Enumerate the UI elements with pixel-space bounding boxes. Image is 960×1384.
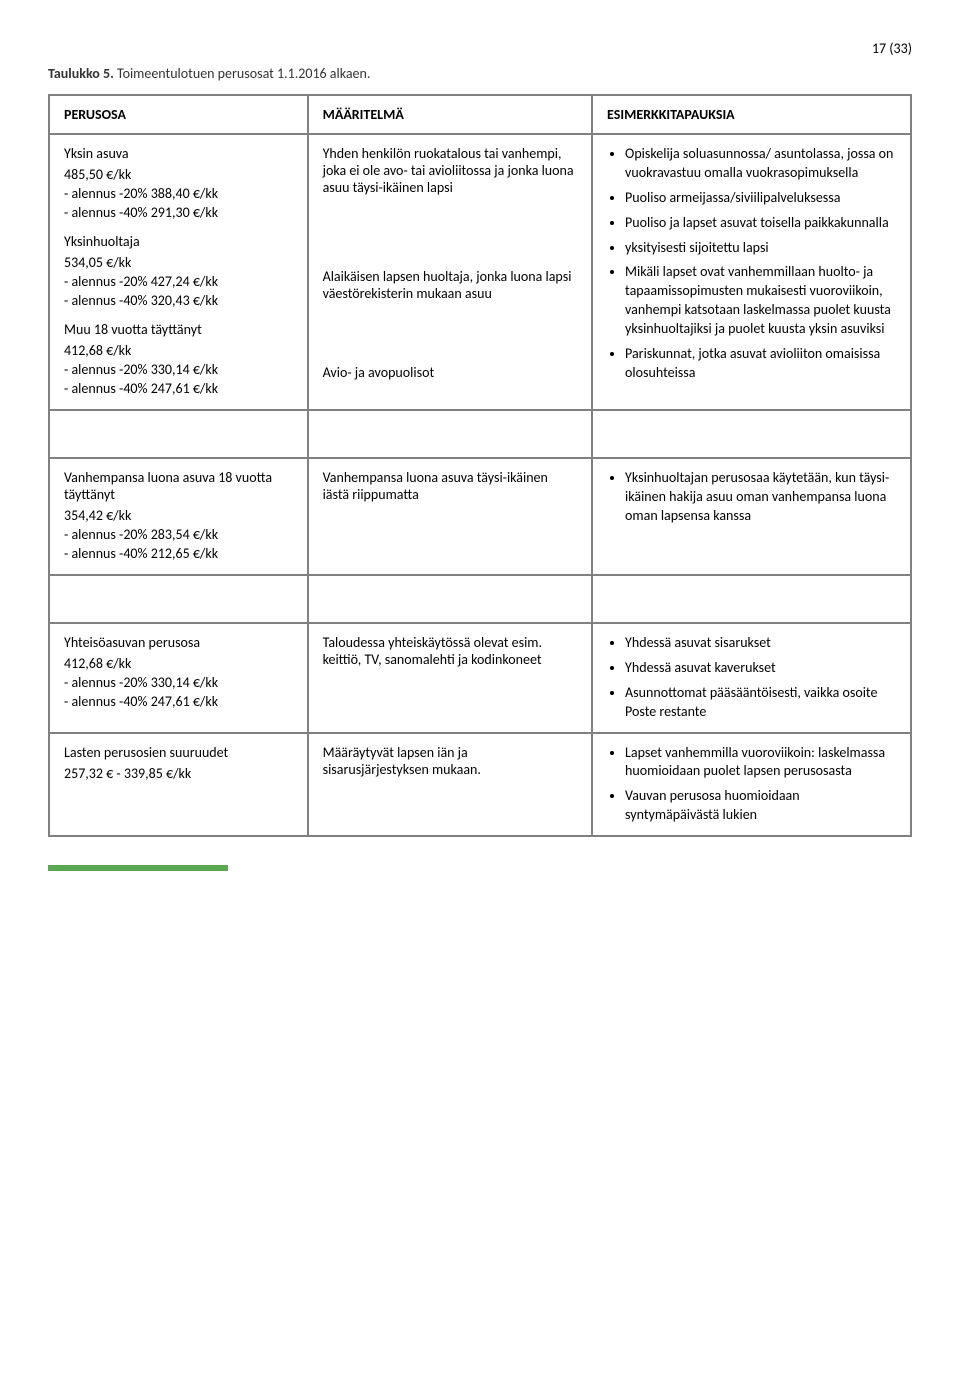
- perusosa-line: - alennus -40% 212,65 €/kk: [64, 545, 293, 562]
- list-item: Opiskelija soluasunnossa/ asuntolassa, j…: [625, 145, 896, 183]
- perusosa-line: 485,50 €/kk: [64, 166, 293, 183]
- caption-bold: Taulukko 5.: [48, 65, 114, 82]
- cell-perusosa: Lasten perusosien suuruudet 257,32 € - 3…: [49, 733, 308, 837]
- cell-maaritelma: Määräytyvät lapsen iän ja sisarusjärjest…: [308, 733, 592, 837]
- table-row: Lasten perusosien suuruudet 257,32 € - 3…: [49, 733, 911, 837]
- list-item: Yksinhuoltajan perusosaa käytetään, kun …: [625, 469, 896, 526]
- def-paragraph: Alaikäisen lapsen huoltaja, jonka luona …: [323, 268, 577, 302]
- table-header-row: PERUSOSA MÄÄRITELMÄ ESIMERKKITAPAUKSIA: [49, 95, 911, 134]
- footer-accent-bar: [48, 865, 228, 871]
- perusosa-line: - alennus -20% 427,24 €/kk: [64, 273, 293, 290]
- cell-maaritelma: Taloudessa yhteiskäytössä olevat esim. k…: [308, 623, 592, 733]
- perusosa-line: 412,68 €/kk: [64, 655, 293, 672]
- example-list: Opiskelija soluasunnossa/ asuntolassa, j…: [607, 145, 896, 383]
- perusosa-line: - alennus -20% 330,14 €/kk: [64, 361, 293, 378]
- def-paragraph: Vanhempansa luona asuva täysi-ikäinen iä…: [323, 469, 577, 503]
- list-item: Yhdessä asuvat sisarukset: [625, 634, 896, 653]
- example-list: Yhdessä asuvat sisarukset Yhdessä asuvat…: [607, 634, 896, 722]
- cell-perusosa: Yksin asuva 485,50 €/kk - alennus -20% 3…: [49, 134, 308, 410]
- list-item: Vauvan perusosa huomioidaan syntymäpäivä…: [625, 787, 896, 825]
- col-header-perusosa: PERUSOSA: [49, 95, 308, 134]
- list-item: Puoliso armeijassa/siviilipalveluksessa: [625, 189, 896, 208]
- perusosa-line: 257,32 € - 339,85 €/kk: [64, 765, 293, 782]
- table-caption: Taulukko 5. Toimeentulotuen perusosat 1.…: [48, 65, 912, 82]
- perusosa-line: - alennus -20% 283,54 €/kk: [64, 526, 293, 543]
- def-paragraph: Avio- ja avopuolisot: [323, 364, 577, 381]
- cell-maaritelma: Yhden henkilön ruokatalous tai vanhempi,…: [308, 134, 592, 410]
- perusosa-line: - alennus -40% 291,30 €/kk: [64, 204, 293, 221]
- def-paragraph: Yhden henkilön ruokatalous tai vanhempi,…: [323, 145, 577, 196]
- main-table: PERUSOSA MÄÄRITELMÄ ESIMERKKITAPAUKSIA Y…: [48, 94, 912, 837]
- table-row: Yhteisöasuvan perusosa 412,68 €/kk - ale…: [49, 623, 911, 733]
- cell-esimerkit: Lapset vanhemmilla vuoroviikoin: laskelm…: [592, 733, 911, 837]
- table-spacer: [49, 575, 911, 623]
- list-item: Mikäli lapset ovat vanhemmillaan huolto-…: [625, 263, 896, 339]
- table-row: Yksin asuva 485,50 €/kk - alennus -20% 3…: [49, 134, 911, 410]
- table-row: Vanhempansa luona asuva 18 vuotta täyttä…: [49, 458, 911, 575]
- perusosa-line: - alennus -40% 247,61 €/kk: [64, 693, 293, 710]
- perusosa-line: - alennus -40% 320,43 €/kk: [64, 292, 293, 309]
- col-header-esimerkit: ESIMERKKITAPAUKSIA: [592, 95, 911, 134]
- example-list: Lapset vanhemmilla vuoroviikoin: laskelm…: [607, 744, 896, 826]
- perusosa-line: 354,42 €/kk: [64, 507, 293, 524]
- cell-perusosa: Vanhempansa luona asuva 18 vuotta täyttä…: [49, 458, 308, 575]
- list-item: Yhdessä asuvat kaverukset: [625, 659, 896, 678]
- perusosa-line: - alennus -40% 247,61 €/kk: [64, 380, 293, 397]
- def-paragraph: Taloudessa yhteiskäytössä olevat esim. k…: [323, 634, 577, 668]
- caption-rest: Toimeentulotuen perusosat 1.1.2016 alkae…: [114, 65, 371, 82]
- example-list: Yksinhuoltajan perusosaa käytetään, kun …: [607, 469, 896, 526]
- perusosa-line: - alennus -20% 330,14 €/kk: [64, 674, 293, 691]
- table-spacer: [49, 410, 911, 458]
- list-item: yksityisesti sijoitettu lapsi: [625, 239, 896, 258]
- perusosa-head: Vanhempansa luona asuva 18 vuotta täyttä…: [64, 469, 293, 503]
- cell-perusosa: Yhteisöasuvan perusosa 412,68 €/kk - ale…: [49, 623, 308, 733]
- list-item: Puoliso ja lapset asuvat toisella paikka…: [625, 214, 896, 233]
- perusosa-head: Yksin asuva: [64, 145, 293, 162]
- cell-esimerkit: Opiskelija soluasunnossa/ asuntolassa, j…: [592, 134, 911, 410]
- perusosa-head: Muu 18 vuotta täyttänyt: [64, 321, 293, 338]
- perusosa-head: Lasten perusosien suuruudet: [64, 744, 293, 761]
- perusosa-head: Yksinhuoltaja: [64, 233, 293, 250]
- perusosa-line: 534,05 €/kk: [64, 254, 293, 271]
- list-item: Pariskunnat, jotka asuvat avioliiton oma…: [625, 345, 896, 383]
- perusosa-line: 412,68 €/kk: [64, 342, 293, 359]
- col-header-maaritelma: MÄÄRITELMÄ: [308, 95, 592, 134]
- list-item: Lapset vanhemmilla vuoroviikoin: laskelm…: [625, 744, 896, 782]
- cell-esimerkit: Yksinhuoltajan perusosaa käytetään, kun …: [592, 458, 911, 575]
- def-paragraph: Määräytyvät lapsen iän ja sisarusjärjest…: [323, 744, 577, 778]
- page-number: 17 (33): [48, 40, 912, 57]
- cell-esimerkit: Yhdessä asuvat sisarukset Yhdessä asuvat…: [592, 623, 911, 733]
- perusosa-head: Yhteisöasuvan perusosa: [64, 634, 293, 651]
- cell-maaritelma: Vanhempansa luona asuva täysi-ikäinen iä…: [308, 458, 592, 575]
- perusosa-line: - alennus -20% 388,40 €/kk: [64, 185, 293, 202]
- list-item: Asunnottomat pääsääntöisesti, vaikka oso…: [625, 684, 896, 722]
